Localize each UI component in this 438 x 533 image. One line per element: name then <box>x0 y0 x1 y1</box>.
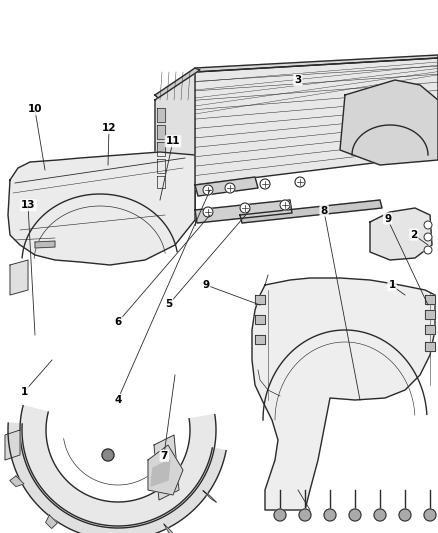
Polygon shape <box>370 208 432 260</box>
Text: 7: 7 <box>161 451 168 461</box>
Text: 13: 13 <box>21 200 36 210</box>
Text: 6: 6 <box>115 318 122 327</box>
Text: 8: 8 <box>321 206 328 215</box>
Polygon shape <box>8 423 226 533</box>
Text: 5: 5 <box>165 299 172 309</box>
Text: 12: 12 <box>102 123 117 133</box>
Polygon shape <box>157 176 165 188</box>
Circle shape <box>399 509 411 521</box>
Polygon shape <box>425 295 435 304</box>
Text: 2: 2 <box>410 230 417 239</box>
Text: 10: 10 <box>28 104 42 114</box>
Circle shape <box>295 177 305 187</box>
Polygon shape <box>340 80 438 165</box>
Circle shape <box>240 203 250 213</box>
Polygon shape <box>255 335 265 344</box>
Text: 4: 4 <box>115 395 122 405</box>
Circle shape <box>260 179 270 189</box>
Circle shape <box>203 207 213 217</box>
Polygon shape <box>195 177 258 196</box>
Circle shape <box>424 246 432 254</box>
Polygon shape <box>425 342 435 351</box>
Text: 1: 1 <box>389 280 396 290</box>
Polygon shape <box>10 476 24 487</box>
Circle shape <box>349 509 361 521</box>
Circle shape <box>299 509 311 521</box>
Circle shape <box>424 233 432 241</box>
Polygon shape <box>8 152 195 265</box>
Polygon shape <box>148 445 183 495</box>
Polygon shape <box>155 72 195 220</box>
Polygon shape <box>20 406 216 528</box>
Polygon shape <box>154 435 179 500</box>
Circle shape <box>274 509 286 521</box>
Polygon shape <box>5 430 20 460</box>
Polygon shape <box>164 524 175 533</box>
Circle shape <box>424 509 436 521</box>
Polygon shape <box>155 68 200 98</box>
Circle shape <box>225 183 235 193</box>
Circle shape <box>203 185 213 195</box>
Circle shape <box>280 200 290 210</box>
Polygon shape <box>425 325 435 334</box>
Circle shape <box>324 509 336 521</box>
Polygon shape <box>195 200 292 223</box>
Text: 9: 9 <box>384 214 391 223</box>
Polygon shape <box>255 295 265 304</box>
Polygon shape <box>240 200 382 223</box>
Circle shape <box>424 221 432 229</box>
Circle shape <box>374 509 386 521</box>
Polygon shape <box>252 278 435 510</box>
Polygon shape <box>46 515 57 528</box>
Polygon shape <box>35 241 55 248</box>
Polygon shape <box>157 108 165 122</box>
Text: 9: 9 <box>202 280 209 290</box>
Polygon shape <box>425 310 435 319</box>
Polygon shape <box>157 159 165 173</box>
Circle shape <box>102 449 114 461</box>
Polygon shape <box>195 55 438 72</box>
Text: 3: 3 <box>294 75 301 85</box>
Polygon shape <box>151 460 170 486</box>
Text: 11: 11 <box>166 136 180 146</box>
Polygon shape <box>255 315 265 324</box>
Polygon shape <box>157 125 165 139</box>
Text: 1: 1 <box>21 387 28 397</box>
Polygon shape <box>157 142 165 156</box>
Polygon shape <box>10 260 28 295</box>
Polygon shape <box>195 58 438 185</box>
Polygon shape <box>203 491 216 503</box>
